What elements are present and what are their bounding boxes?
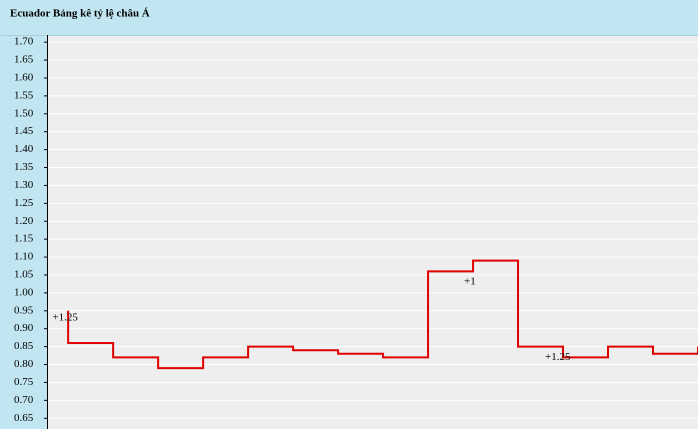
axis-strip xyxy=(0,35,47,429)
y-tick-label: 0.70 xyxy=(14,394,34,406)
y-tick-label: 1.15 xyxy=(14,233,34,245)
y-tick-label: 1.20 xyxy=(14,215,34,227)
y-tick-label: 1.45 xyxy=(14,125,34,137)
y-tick-label: 1.00 xyxy=(14,286,34,298)
step-line xyxy=(67,259,698,370)
y-tick-label: 1.05 xyxy=(14,269,34,281)
y-tick-label: 0.85 xyxy=(14,340,34,352)
chart-title: Ecuador Bảng kê tỷ lệ châu Á xyxy=(10,8,150,20)
annotation: +1.25 xyxy=(545,351,571,363)
y-tick-label: 1.25 xyxy=(14,197,34,209)
annotation: +1 xyxy=(464,276,476,288)
annotation: +1.25 xyxy=(52,311,78,323)
y-tick-label: 1.40 xyxy=(14,143,34,155)
plot-area xyxy=(47,35,698,429)
y-tick-label: 0.65 xyxy=(14,412,34,424)
y-tick-label: 1.30 xyxy=(14,179,34,191)
y-tick-label: 1.10 xyxy=(14,251,34,263)
y-tick-label: 1.50 xyxy=(14,107,34,119)
y-tick-label: 0.90 xyxy=(14,322,34,334)
y-tick-label: 1.60 xyxy=(14,72,34,84)
y-tick-label: 1.35 xyxy=(14,161,34,173)
y-tick-label: 0.95 xyxy=(14,304,34,316)
y-tick-label: 0.75 xyxy=(14,376,34,388)
header-bar xyxy=(0,0,698,35)
y-tick-label: 0.80 xyxy=(14,358,34,370)
y-tick-label: 1.55 xyxy=(14,89,34,101)
y-tick-label: 1.70 xyxy=(14,36,34,48)
y-tick-label: 1.65 xyxy=(14,54,34,66)
